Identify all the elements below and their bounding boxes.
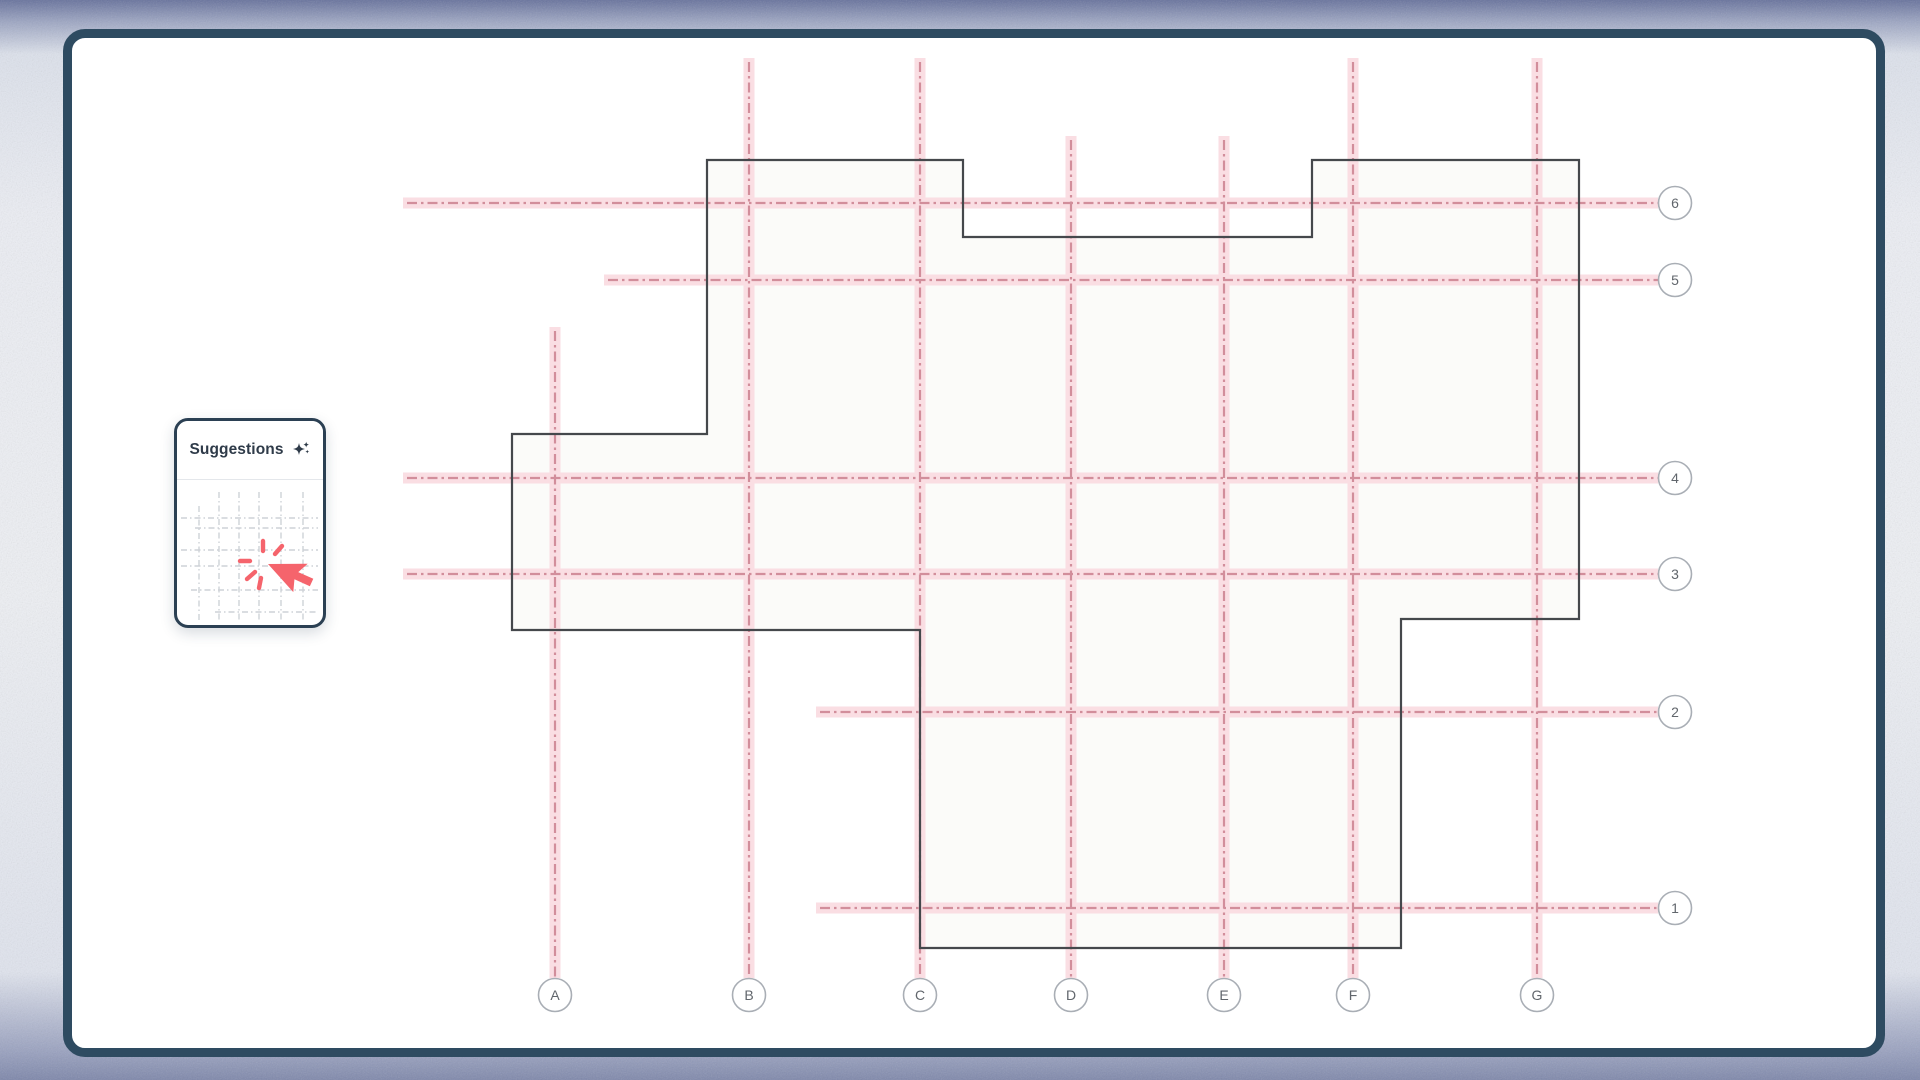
mini-grid [181,492,318,620]
grid-bubble-label-G: G [1532,987,1543,1003]
grid-bubble-label-D: D [1066,987,1076,1003]
grid-bubble-col-F[interactable] [1335,977,1371,1013]
grid-bubble-label-F: F [1349,987,1358,1003]
grid-bubble-label-5: 5 [1671,272,1679,288]
grid-bubble-row-2[interactable] [1657,694,1693,730]
building-outline [510,158,1581,950]
grid-bubble-row-3[interactable] [1657,556,1693,592]
grid-band-row-5 [604,274,1658,286]
grid-bubble-col-B[interactable] [731,977,767,1013]
grid-bubble-row-5[interactable] [1657,262,1693,298]
grid-bubble-label-C: C [915,987,925,1003]
grid-bubble-label-1: 1 [1671,900,1679,916]
grid-bubble-row-4[interactable] [1657,460,1693,496]
grid-bubble-col-G[interactable] [1519,977,1555,1013]
grid-bubble-col-C[interactable] [902,977,938,1013]
suggestions-panel-header: Suggestions [177,421,323,480]
suggestions-panel: Suggestions [174,418,326,628]
grid-bubble-label-2: 2 [1671,704,1679,720]
grid-bubble-row-6[interactable] [1657,185,1693,221]
grid-bubble-row-1[interactable] [1657,890,1693,926]
grid-bubble-label-3: 3 [1671,566,1679,582]
grid-bubble-label-A: A [550,987,560,1003]
grid-bubble-label-6: 6 [1671,195,1679,211]
building-interior [512,160,1579,948]
suggestions-title: Suggestions [189,441,284,458]
grid-bubble-label-4: 4 [1671,470,1679,486]
suggestion-preview [177,480,323,625]
grid-bubble-col-D[interactable] [1053,977,1089,1013]
ai-sparkles-icon [292,441,309,455]
grid-bubble-col-E[interactable] [1206,977,1242,1013]
grid-bubble-col-A[interactable] [537,977,573,1013]
click-burst-icon [237,538,285,591]
grid-bubble-label-B: B [744,987,753,1003]
cursor-icon [237,538,314,593]
grid-bubble-label-E: E [1219,987,1228,1003]
